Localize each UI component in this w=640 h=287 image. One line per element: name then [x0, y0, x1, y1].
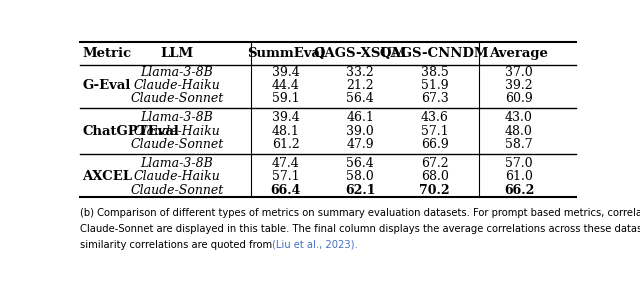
- Text: Claude-Sonnet are displayed in this table. The final column displays the average: Claude-Sonnet are displayed in this tabl…: [80, 224, 640, 234]
- Text: 43.0: 43.0: [505, 111, 533, 124]
- Text: 39.4: 39.4: [272, 111, 300, 124]
- Text: 47.9: 47.9: [346, 138, 374, 151]
- Text: Claude-Haiku: Claude-Haiku: [133, 79, 220, 92]
- Text: 68.0: 68.0: [420, 170, 449, 183]
- Text: Claude-Sonnet: Claude-Sonnet: [130, 92, 223, 105]
- Text: 56.4: 56.4: [346, 157, 374, 170]
- Text: Llama-3-8B: Llama-3-8B: [140, 157, 213, 170]
- Text: 57.0: 57.0: [505, 157, 532, 170]
- Text: 70.2: 70.2: [419, 184, 450, 197]
- Text: 39.0: 39.0: [346, 125, 374, 138]
- Text: 66.2: 66.2: [504, 184, 534, 197]
- Text: 58.0: 58.0: [346, 170, 374, 183]
- Text: 43.6: 43.6: [420, 111, 449, 124]
- Text: similarity correlations are quoted from: similarity correlations are quoted from: [80, 240, 275, 250]
- Text: 61.0: 61.0: [505, 170, 533, 183]
- Text: 33.2: 33.2: [346, 65, 374, 79]
- Text: (b) Comparison of different types of metrics on summary evaluation datasets. For: (b) Comparison of different types of met…: [80, 208, 640, 218]
- Text: 57.1: 57.1: [272, 170, 300, 183]
- Text: 39.2: 39.2: [505, 79, 532, 92]
- Text: 61.2: 61.2: [272, 138, 300, 151]
- Text: Average: Average: [490, 47, 548, 60]
- Text: 48.1: 48.1: [272, 125, 300, 138]
- Text: 60.9: 60.9: [505, 92, 533, 105]
- Text: 44.4: 44.4: [272, 79, 300, 92]
- Text: SummEval: SummEval: [247, 47, 325, 60]
- Text: Llama-3-8B: Llama-3-8B: [140, 65, 213, 79]
- Text: Claude-Sonnet: Claude-Sonnet: [130, 138, 223, 151]
- Text: 57.1: 57.1: [421, 125, 449, 138]
- Text: 51.9: 51.9: [421, 79, 449, 92]
- Text: 37.0: 37.0: [505, 65, 533, 79]
- Text: 39.4: 39.4: [272, 65, 300, 79]
- Text: 38.5: 38.5: [420, 65, 449, 79]
- Text: 47.4: 47.4: [272, 157, 300, 170]
- Text: Claude-Sonnet: Claude-Sonnet: [130, 184, 223, 197]
- Text: G-Eval: G-Eval: [83, 79, 131, 92]
- Text: AXCEL: AXCEL: [83, 170, 132, 183]
- Text: 21.2: 21.2: [346, 79, 374, 92]
- Text: 46.1: 46.1: [346, 111, 374, 124]
- Text: 66.4: 66.4: [271, 184, 301, 197]
- Text: Metric: Metric: [83, 47, 132, 60]
- Text: QAGS-CNNDM: QAGS-CNNDM: [380, 47, 490, 60]
- Text: ChatGPTEval: ChatGPTEval: [83, 125, 179, 138]
- Text: (Liu et al., 2023).: (Liu et al., 2023).: [273, 240, 358, 250]
- Text: 58.7: 58.7: [505, 138, 532, 151]
- Text: 62.1: 62.1: [345, 184, 376, 197]
- Text: 59.1: 59.1: [272, 92, 300, 105]
- Text: 48.0: 48.0: [505, 125, 533, 138]
- Text: 67.2: 67.2: [421, 157, 449, 170]
- Text: Claude-Haiku: Claude-Haiku: [133, 125, 220, 138]
- Text: LLM: LLM: [160, 47, 193, 60]
- Text: Claude-Haiku: Claude-Haiku: [133, 170, 220, 183]
- Text: 66.9: 66.9: [420, 138, 449, 151]
- Text: 67.3: 67.3: [420, 92, 449, 105]
- Text: Llama-3-8B: Llama-3-8B: [140, 111, 213, 124]
- Text: 56.4: 56.4: [346, 92, 374, 105]
- Text: QAGS-XSUM: QAGS-XSUM: [314, 47, 407, 60]
